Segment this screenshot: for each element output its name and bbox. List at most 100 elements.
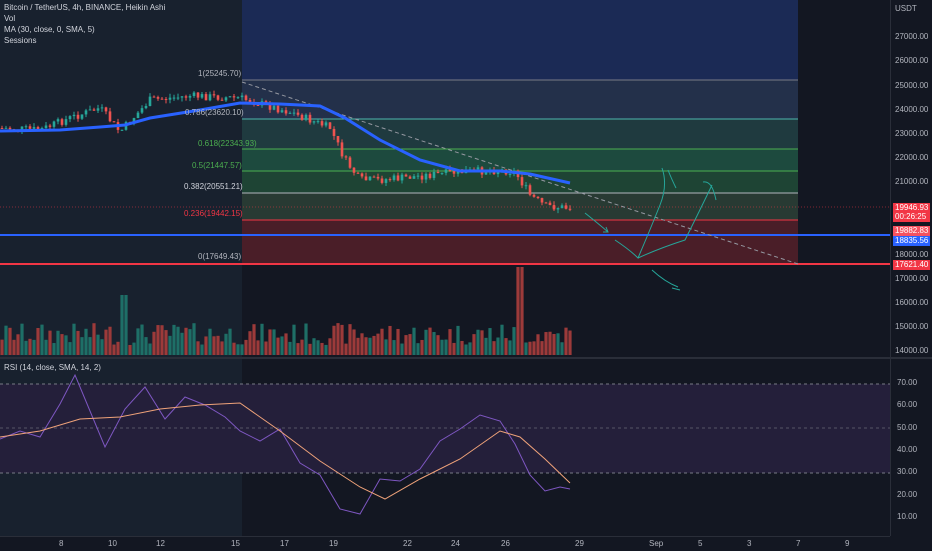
- price-tag: 19882.83: [893, 226, 930, 236]
- volume-bar: [64, 335, 68, 355]
- volume-bar: [292, 324, 296, 355]
- candle-body: [224, 97, 228, 101]
- volume-bar: [216, 335, 220, 355]
- volume-bar: [536, 334, 540, 355]
- volume-bar: [388, 325, 392, 355]
- volume-bar: [172, 324, 176, 355]
- volume-bar: [360, 333, 364, 355]
- volume-bar: [520, 267, 524, 355]
- symbol-title[interactable]: Bitcoin / TetherUS, 4h, BINANCE, Heikin …: [4, 3, 166, 12]
- volume-bar: [356, 337, 360, 355]
- volume-bar: [452, 342, 456, 355]
- candle-body: [0, 128, 4, 129]
- rsi-legend[interactable]: RSI (14, close, SMA, 14, 2): [4, 362, 101, 373]
- candle-body: [72, 114, 76, 117]
- volume-bar: [508, 340, 512, 355]
- candle-body: [28, 126, 32, 129]
- candle-body: [284, 110, 288, 114]
- rsi-axis-label: 70.00: [897, 378, 918, 387]
- legend-vol[interactable]: Vol: [4, 14, 16, 23]
- time-axis-label: 29: [575, 539, 584, 548]
- candle-body: [32, 127, 36, 129]
- candle-body: [364, 176, 368, 181]
- legend: Bitcoin / TetherUS, 4h, BINANCE, Heikin …: [4, 2, 165, 46]
- volume-bar: [516, 267, 520, 355]
- candle-body: [408, 176, 412, 179]
- volume-bar: [140, 324, 144, 355]
- candle-body: [568, 208, 572, 210]
- price-axis-label: 24000.00: [895, 105, 929, 114]
- volume-bar: [512, 327, 516, 355]
- volume-bar: [288, 341, 292, 355]
- candle-body: [56, 119, 60, 122]
- time-axis-label: 17: [280, 539, 289, 548]
- time-axis[interactable]: 8 10 12 15 17 19 22 24 26 29 Sep 3 5 7 9: [0, 536, 890, 551]
- candle-body: [36, 127, 40, 131]
- candle-body: [540, 198, 544, 203]
- time-axis-label: 12: [156, 539, 165, 548]
- fib-zone-4: [242, 171, 798, 193]
- candle-body: [8, 127, 12, 130]
- candle-body: [240, 95, 244, 98]
- volume-bar: [500, 324, 504, 355]
- candle-body: [332, 128, 336, 136]
- candle-body: [328, 122, 332, 129]
- volume-bar: [248, 331, 252, 355]
- price-axis[interactable]: USDT 27000.00 26000.00 25000.00 24000.00 230…: [890, 0, 932, 357]
- candle-body: [352, 167, 356, 173]
- candle-body: [344, 156, 348, 158]
- rsi-chart[interactable]: [0, 359, 890, 536]
- time-axis-label: 19: [329, 539, 338, 548]
- price-chart[interactable]: [0, 0, 890, 360]
- currency-label: USDT: [895, 4, 917, 13]
- volume-bar: [92, 323, 96, 355]
- moving-average-line[interactable]: [0, 101, 571, 185]
- rsi-line[interactable]: [0, 373, 571, 515]
- price-axis-label: 26000.00: [895, 56, 929, 65]
- volume-bar: [332, 325, 336, 355]
- volume-bar: [532, 341, 536, 355]
- candle-body: [164, 99, 168, 101]
- time-axis-label: 26: [501, 539, 510, 548]
- volume-bar: [484, 337, 488, 355]
- rsi-ma-line[interactable]: [0, 402, 571, 500]
- rsi-legend-label: RSI (14, close, SMA, 14, 2): [4, 363, 101, 372]
- time-axis-label: 3: [747, 539, 752, 548]
- volume-bar: [128, 344, 132, 355]
- candle-body: [112, 121, 116, 123]
- price-axis-label: 27000.00: [895, 32, 929, 41]
- price-axis-label: 18000.00: [895, 250, 929, 259]
- projection-drawing[interactable]: [584, 167, 717, 291]
- volume-bar: [300, 339, 304, 355]
- candle-body: [140, 108, 144, 113]
- candle-body: [520, 177, 524, 186]
- candles[interactable]: [0, 90, 572, 214]
- volume-bar: [276, 337, 280, 355]
- volume-bar: [568, 330, 572, 355]
- volume-bar: [256, 340, 260, 355]
- candle-body: [388, 179, 392, 181]
- candle-body: [312, 121, 316, 123]
- candle-body: [404, 174, 408, 177]
- candle-body: [548, 202, 552, 206]
- candle-body: [316, 121, 320, 123]
- pane-separator[interactable]: [0, 357, 932, 359]
- volume-bar: [196, 341, 200, 355]
- legend-sessions[interactable]: Sessions: [4, 36, 37, 45]
- volume-bar: [340, 324, 344, 355]
- legend-ma[interactable]: MA (30, close, 0, SMA, 5): [4, 25, 95, 34]
- volume-bar: [496, 337, 500, 355]
- volume-bar: [100, 339, 104, 355]
- volume-bar: [436, 335, 440, 355]
- volume-bar: [488, 328, 492, 355]
- time-axis-label: 7: [796, 539, 801, 548]
- volume-bar: [80, 337, 84, 355]
- volume-bar: [220, 341, 224, 355]
- time-axis-label: 5: [698, 539, 703, 548]
- volume-bar: [424, 329, 428, 355]
- rsi-axis[interactable]: 70.00 60.00 50.00 40.00 30.00 20.00 10.00: [890, 359, 932, 536]
- candle-body: [340, 142, 344, 157]
- time-axis-label: 9: [845, 539, 850, 548]
- volume-bar: [284, 333, 288, 355]
- volume-bar: [552, 333, 556, 355]
